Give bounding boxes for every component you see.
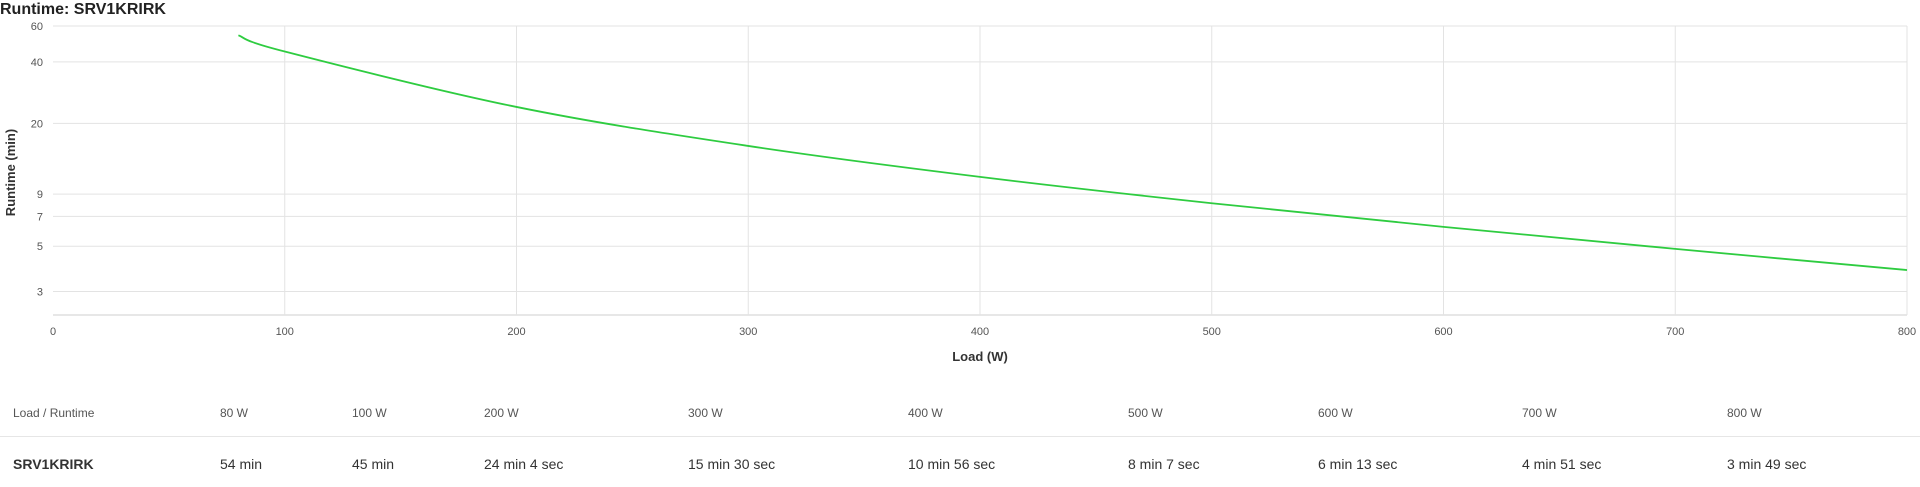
x-axis-label: Load (W): [952, 349, 1008, 364]
y-tick-label: 40: [31, 57, 43, 69]
y-tick-label: 60: [31, 21, 43, 33]
table-header-load: 400 W: [908, 406, 943, 420]
grid: [53, 25, 1908, 316]
y-axis-ticks: 3 5 7 9 20 40 60: [31, 21, 43, 298]
x-tick-label: 500: [1203, 326, 1221, 338]
table-header-label: Load / Runtime: [13, 406, 95, 420]
table-cell-runtime: 54 min: [220, 456, 263, 472]
table-cell-runtime: 6 min 13 sec: [1318, 456, 1398, 472]
table-cell-runtime: 8 min 7 sec: [1128, 456, 1200, 472]
y-axis-label: Runtime (min): [3, 129, 18, 216]
table-cell-runtime: 10 min 56 sec: [908, 456, 996, 472]
x-tick-label: 400: [971, 326, 989, 338]
table-header-row: Load / Runtime 80 W 100 W 200 W 300 W 400 W 5…: [0, 392, 1920, 437]
runtime-chart: 3 5 7 9 20 40 60 0 100 200 300 400 500 600 700 800 Loa…: [3, 21, 1916, 364]
table-row: SRV1KRIRK 54 min 45 min 24 min 4 sec 15 min …: [0, 392, 1920, 472]
table-header-load: 600 W: [1318, 406, 1353, 420]
x-tick-label: 0: [50, 326, 56, 338]
y-tick-label: 20: [31, 118, 43, 130]
table-header-load: 800 W: [1727, 406, 1762, 420]
table-header-load: 700 W: [1522, 406, 1557, 420]
table-cell-runtime: 4 min 51 sec: [1522, 456, 1602, 472]
series-line: [238, 34, 1908, 271]
y-tick-label: 7: [37, 211, 43, 223]
x-tick-label: 800: [1898, 326, 1916, 338]
chart-title: Runtime: SRV1KRIRK: [0, 1, 166, 18]
y-tick-label: 5: [37, 241, 43, 253]
x-tick-label: 200: [507, 326, 525, 338]
table-header-load: 100 W: [352, 406, 387, 420]
table-cell-runtime: 3 min 49 sec: [1727, 456, 1807, 472]
x-tick-label: 300: [739, 326, 757, 338]
table-header-load: 300 W: [688, 406, 723, 420]
x-tick-label: 600: [1434, 326, 1452, 338]
table-cell-runtime: 15 min 30 sec: [688, 456, 776, 472]
runtime-table: Load / Runtime 80 W 100 W 200 W 300 W 400 W 5…: [0, 392, 1920, 472]
x-axis-ticks: 0 100 200 300 400 500 600 700 800: [50, 326, 1916, 338]
table-cell-runtime: 45 min: [352, 456, 395, 472]
table-cell-runtime: 24 min 4 sec: [484, 456, 564, 472]
y-tick-label: 9: [37, 189, 43, 201]
y-tick-label: 3: [37, 286, 43, 298]
x-tick-label: 100: [276, 326, 294, 338]
table-header-load: 200 W: [484, 406, 519, 420]
x-tick-label: 700: [1666, 326, 1684, 338]
series-layer: [238, 34, 1908, 271]
table-row-model: SRV1KRIRK: [13, 456, 94, 472]
table-header-load: 80 W: [220, 406, 249, 420]
table-header-load: 500 W: [1128, 406, 1163, 420]
